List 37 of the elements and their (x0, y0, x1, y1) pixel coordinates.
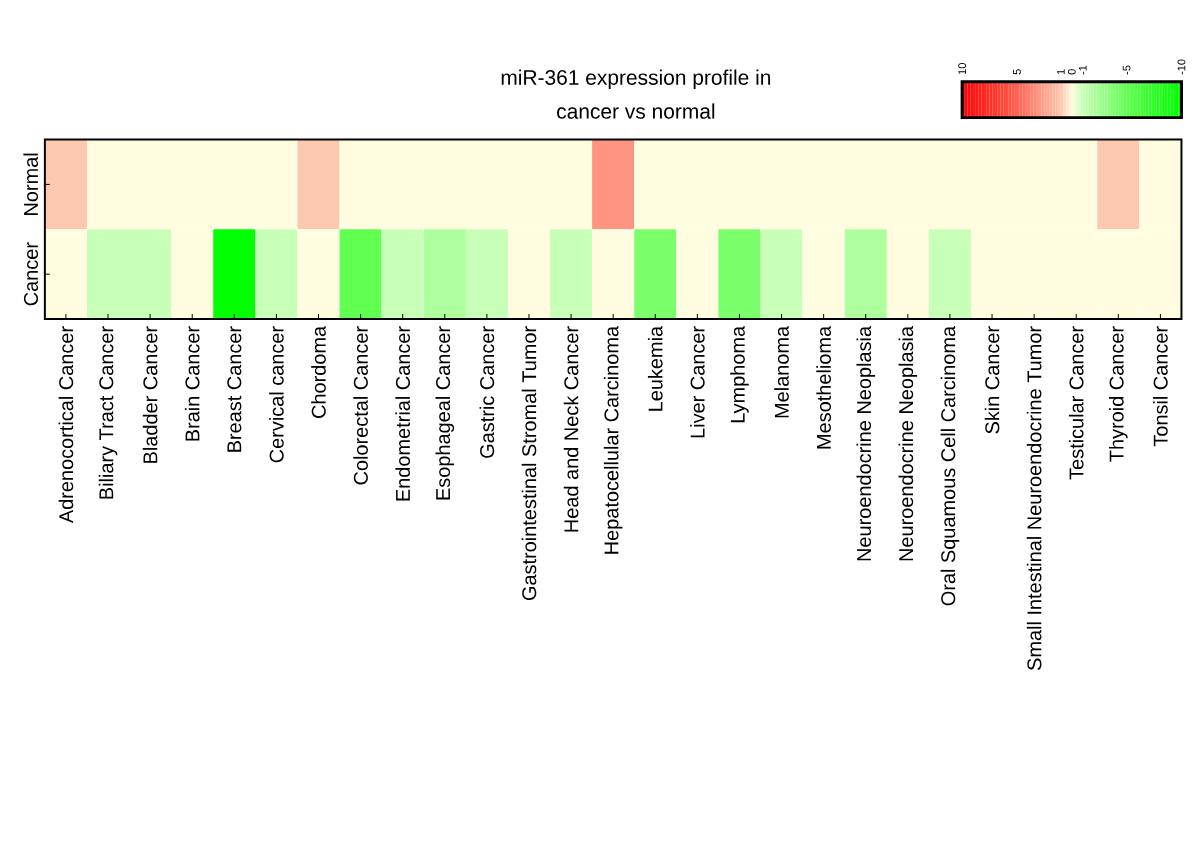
x-tick-label: Bladder Cancer (142, 326, 158, 463)
x-tick-label: Thyroid Cancer (1109, 326, 1128, 462)
x-tick-label: Esophageal Cancer (435, 326, 455, 500)
x-tick-label: Brain Cancer (184, 326, 200, 441)
x-tick-label: Neuroendocrine Neoplasia (898, 325, 918, 561)
x-tick-label: Small Intestinal Neuroendocrine Tumor (1026, 326, 1042, 670)
x-tick-label: Neuroendocrine Neoplasia (856, 325, 876, 561)
x-tick-label: Melanoma (774, 325, 789, 418)
x-tick-label: Skin Cancer (984, 326, 1000, 434)
color-bar-label: 1 (1057, 69, 1065, 74)
x-tick-label: Hepatocellular Carcinoma (603, 325, 623, 554)
x-tick-label: Breast Cancer (227, 326, 242, 452)
x-tick-label: Colorectal Cancer (353, 326, 368, 485)
x-tick-label: Oral Squamous Cell Carcinoma (940, 325, 960, 606)
x-tick-label: Mesothelioma (816, 325, 831, 449)
x-tick-label: Gastric Cancer (479, 326, 495, 458)
x-tick-label: Leukemia (647, 325, 663, 411)
color-bar-label: -10 (1177, 59, 1186, 75)
x-tick-label: Endometrial Cancer (395, 326, 411, 501)
x-tick-label: Biliary Tract Cancer (98, 326, 118, 499)
color-bar-label: 10 (958, 62, 967, 74)
color-bar-label: 5 (1013, 69, 1021, 75)
color-bar-label: -1 (1079, 65, 1087, 75)
x-tick-label: Chordoma (311, 325, 326, 418)
color-bar-label: -5 (1122, 65, 1131, 75)
y-tick-label: Normal (23, 153, 39, 215)
x-tick-label: Testicular Cancer (1068, 326, 1084, 480)
x-tick-label: Gastrointestinal Stromal Tumor (521, 325, 537, 600)
y-tick-label: Cancer (23, 242, 39, 306)
x-tick-label: Lymphoma (730, 325, 749, 422)
chart-title: miR-361 expression profile in cancer vs normal (501, 69, 771, 119)
x-tick-label: Adrenocortical Cancer (58, 326, 74, 523)
x-tick-label: Head and Neck Cancer (563, 326, 579, 532)
color-bar-label: 0 (1067, 68, 1076, 75)
x-tick-label: Cervical cancer (269, 326, 284, 463)
x-tick-label: Tonsil Cancer (1153, 326, 1168, 446)
x-tick-label: Liver Cancer (690, 326, 705, 438)
